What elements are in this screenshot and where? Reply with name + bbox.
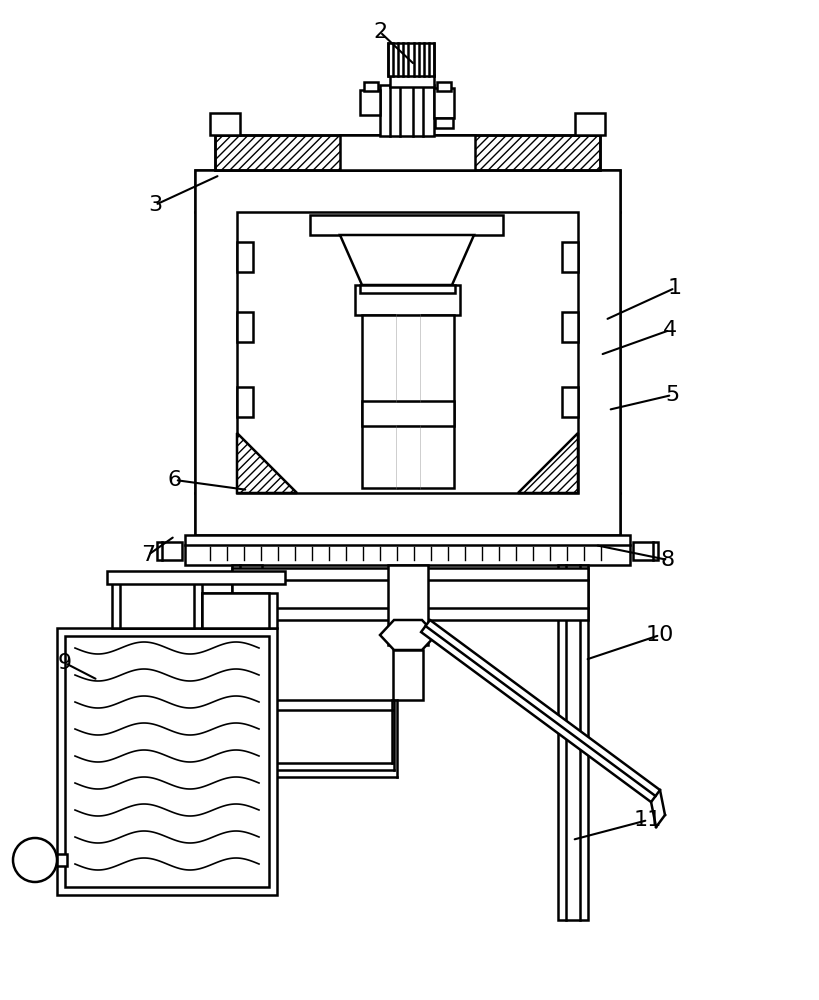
Bar — [210, 113, 240, 135]
Bar — [65, 636, 269, 887]
Bar — [361, 315, 396, 488]
Bar — [437, 82, 450, 91]
Bar — [310, 215, 502, 235]
Bar — [232, 565, 262, 620]
Text: 10: 10 — [645, 625, 673, 645]
Bar — [433, 88, 454, 118]
Text: 2: 2 — [373, 22, 387, 42]
Bar — [361, 401, 454, 426]
Bar — [561, 242, 577, 272]
Bar — [156, 542, 182, 560]
Bar — [387, 565, 428, 645]
Bar — [120, 583, 194, 628]
Bar — [360, 90, 379, 115]
Polygon shape — [237, 433, 296, 493]
Polygon shape — [421, 620, 659, 802]
Circle shape — [13, 838, 57, 882]
Bar — [390, 75, 433, 87]
Bar — [364, 82, 378, 91]
Bar — [237, 242, 253, 272]
Bar — [396, 426, 419, 488]
Bar — [237, 387, 253, 417]
Bar — [396, 315, 419, 401]
Bar — [201, 593, 277, 628]
Bar — [360, 285, 455, 293]
Bar — [392, 650, 423, 700]
Polygon shape — [215, 135, 600, 170]
Bar — [57, 628, 277, 895]
Bar — [112, 583, 201, 628]
Bar — [379, 85, 433, 136]
Polygon shape — [340, 235, 473, 285]
Polygon shape — [577, 212, 619, 493]
Text: 4: 4 — [662, 320, 676, 340]
Text: 9: 9 — [58, 653, 72, 673]
Bar — [237, 312, 253, 342]
Bar — [232, 568, 587, 620]
Polygon shape — [195, 212, 237, 493]
Text: 1: 1 — [667, 278, 681, 298]
Bar — [434, 118, 452, 128]
Text: 3: 3 — [147, 195, 162, 215]
Bar — [355, 285, 459, 315]
Bar — [195, 170, 619, 535]
Text: 11: 11 — [633, 810, 661, 830]
Text: 7: 7 — [141, 545, 155, 565]
Bar — [387, 43, 433, 76]
Bar — [201, 593, 269, 628]
Bar — [574, 113, 604, 135]
Text: 5: 5 — [664, 385, 678, 405]
Bar — [557, 565, 587, 920]
Polygon shape — [195, 170, 619, 212]
Bar — [340, 135, 474, 170]
Bar — [106, 571, 285, 584]
Polygon shape — [379, 620, 436, 650]
Bar — [419, 315, 454, 488]
Polygon shape — [518, 433, 577, 493]
Bar — [57, 854, 67, 866]
Text: 6: 6 — [168, 470, 182, 490]
Text: 8: 8 — [660, 550, 674, 570]
Bar — [561, 312, 577, 342]
Polygon shape — [195, 493, 619, 535]
Bar — [237, 212, 577, 493]
Bar — [632, 542, 657, 560]
Bar — [215, 135, 600, 170]
Bar — [185, 535, 629, 565]
Bar — [561, 387, 577, 417]
